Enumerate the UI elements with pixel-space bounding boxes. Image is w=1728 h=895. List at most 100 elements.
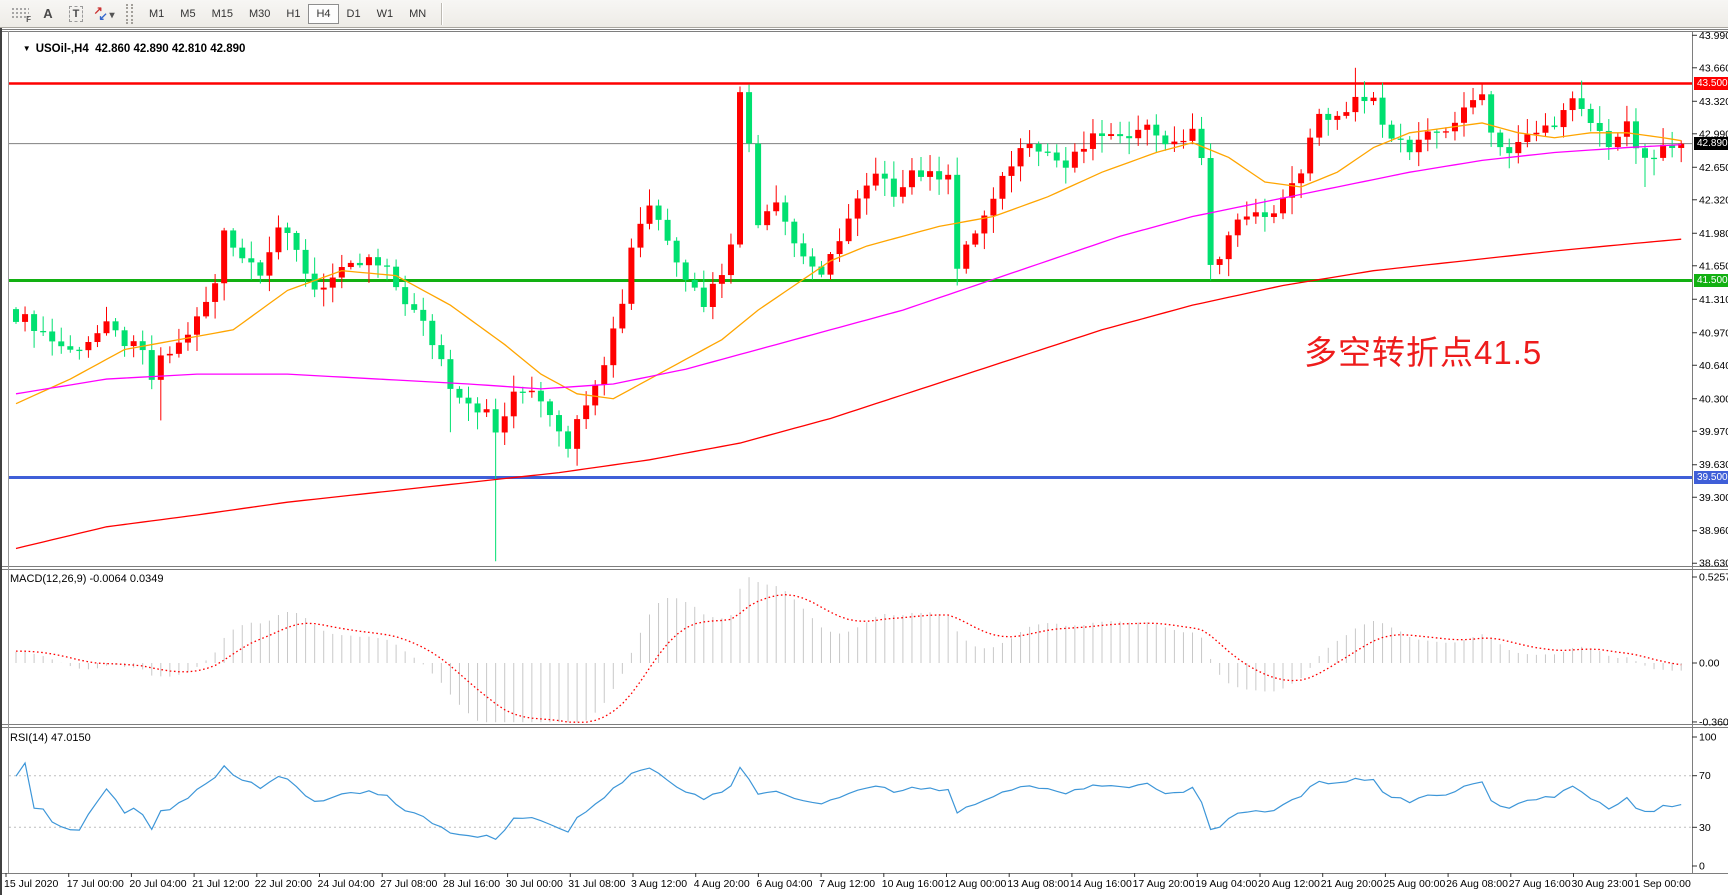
candle-body-up <box>1234 219 1241 236</box>
candle-body-up <box>845 218 852 242</box>
candle-body-up <box>1343 112 1350 116</box>
timeframe-button-h4[interactable]: H4 <box>308 3 339 24</box>
candle-body-up <box>1542 125 1549 133</box>
candle-body-up <box>1144 124 1151 130</box>
candle-body-down <box>691 279 698 288</box>
current-price-label: 42.890 <box>1694 137 1728 151</box>
candle-body-down <box>1669 144 1676 148</box>
candle-body-up <box>510 391 517 417</box>
candle-body-up <box>1108 134 1115 137</box>
main-chart-panel[interactable] <box>9 30 1692 565</box>
candle-body-up <box>22 314 29 322</box>
macd-tick-label: 0.00 <box>1699 658 1720 670</box>
candle-body-down <box>1406 139 1413 153</box>
text-label-icon[interactable]: T <box>63 2 89 26</box>
price-tick-label: 43.320 <box>1699 96 1728 108</box>
candle-body-down <box>755 143 762 226</box>
candle-body-down <box>1506 147 1513 154</box>
candle-body-down <box>1397 138 1404 140</box>
chart-title[interactable]: USOil-,H4 42.860 42.890 42.810 42.890 <box>10 31 246 67</box>
time-tick-label: 3 Aug 12:00 <box>631 878 687 890</box>
candle-body-down <box>1053 152 1060 161</box>
candle-body-up <box>1307 137 1314 174</box>
timeframe-button-d1[interactable]: D1 <box>339 4 369 24</box>
annotation-text: 多空转折点41.5 <box>1304 334 1543 371</box>
candle-body-down <box>918 170 924 177</box>
price-tick-label: 40.300 <box>1699 393 1728 405</box>
candle-body-up <box>963 244 970 269</box>
period-grid-icon[interactable]: F <box>7 2 33 26</box>
candle-body-up <box>1415 139 1422 153</box>
grid-f-letter: F <box>26 15 31 24</box>
price-level-label-39.500: 39.500 <box>1694 471 1728 485</box>
rsi-tick-label: 70 <box>1699 770 1711 782</box>
text-a-icon[interactable]: A <box>43 6 53 21</box>
candle-body-up <box>275 227 282 253</box>
candle-body-up <box>872 173 879 186</box>
price-tick-label: 43.660 <box>1699 62 1728 74</box>
candle-body-up <box>1316 113 1323 138</box>
timeframe-button-m15[interactable]: M15 <box>204 4 241 24</box>
time-tick-label: 24 Jul 04:00 <box>318 878 375 890</box>
candle-body-up <box>863 185 870 199</box>
candle-body-down <box>1605 130 1612 148</box>
timeframe-button-m30[interactable]: M30 <box>241 4 278 24</box>
candle-body-up <box>1533 132 1540 135</box>
candle-body-down <box>682 262 689 280</box>
collapse-triangle-icon[interactable] <box>23 43 36 55</box>
time-tick-label: 17 Aug 20:00 <box>1133 878 1195 890</box>
time-tick-label: 13 Aug 08:00 <box>1007 878 1069 890</box>
candle-body-down <box>411 304 418 310</box>
time-tick-label: 28 Jul 16:00 <box>443 878 500 890</box>
time-tick-label: 25 Aug 00:00 <box>1383 878 1445 890</box>
candle-body-up <box>501 416 508 433</box>
candle-body-down <box>1153 124 1160 136</box>
candle-body-down <box>112 321 119 331</box>
dropdown-caret-icon[interactable] <box>109 6 114 21</box>
macd-label: MACD(12,26,9) -0.0064 0.0349 <box>10 573 164 585</box>
toolbar-grip-handle[interactable] <box>126 3 133 24</box>
ma-fast-line <box>15 122 1682 405</box>
candle-body-up <box>103 321 110 334</box>
timeframe-button-m1[interactable]: M1 <box>141 4 172 24</box>
candle-body-up <box>836 241 843 255</box>
candle-body-up <box>1225 235 1232 260</box>
candle-body-up <box>990 198 997 216</box>
rsi-panel[interactable] <box>9 729 1692 871</box>
macd-tick-label: -0.3603 <box>1699 716 1728 728</box>
candle-body-up <box>166 353 173 356</box>
time-tick-label: 27 Jul 08:00 <box>380 878 437 890</box>
timeframe-button-w1[interactable]: W1 <box>369 4 402 24</box>
arrows-tool-icon[interactable] <box>91 2 117 26</box>
time-tick-label: 30 Aug 23:00 <box>1572 878 1634 890</box>
candle-body-down <box>1261 212 1268 217</box>
timeframe-button-m5[interactable]: M5 <box>172 4 203 24</box>
candle-body-up <box>1270 213 1277 217</box>
candle-body-up <box>528 390 535 393</box>
candle-body-up <box>1071 151 1078 168</box>
timeframe-button-mn[interactable]: MN <box>401 4 434 24</box>
candle-body-down <box>67 346 74 350</box>
candle-body-up <box>1189 128 1196 141</box>
time-tick-label: 31 Jul 08:00 <box>568 878 625 890</box>
dot-grid-icon: F <box>11 7 31 24</box>
candle-body-down <box>1162 135 1169 145</box>
candle-body-up <box>266 252 273 276</box>
candle-body-up <box>1334 115 1341 120</box>
candle-body-down <box>257 262 264 276</box>
macd-panel[interactable] <box>9 571 1692 723</box>
candle-body-up <box>718 275 725 284</box>
candle-body-down <box>1126 136 1133 139</box>
candle-body-down <box>420 309 427 321</box>
time-tick-label: 12 Aug 00:00 <box>945 878 1007 890</box>
candle-body-down <box>664 219 671 241</box>
candle-body-down <box>936 171 943 180</box>
candle-body-down <box>31 314 38 331</box>
candle-body-down <box>1325 113 1332 120</box>
timeframe-button-h1[interactable]: H1 <box>278 4 308 24</box>
candle-body-up <box>1623 121 1630 137</box>
candle-body-up <box>773 202 780 212</box>
candle-body-up <box>347 262 354 268</box>
